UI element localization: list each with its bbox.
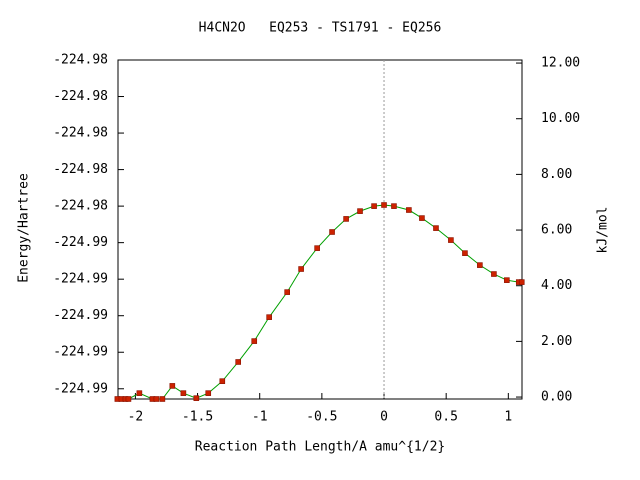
point: [462, 250, 468, 256]
y-tick-label: -224.99: [53, 272, 108, 287]
point: [343, 216, 349, 222]
x-tick-label: 0.5: [434, 410, 457, 425]
y-tick-label: -224.99: [53, 235, 108, 250]
point: [419, 215, 425, 221]
y-tick-label: -224.98: [53, 162, 108, 177]
y2-tick-label: 0.00: [541, 390, 572, 405]
y-tick-label: -224.99: [53, 308, 108, 323]
point: [357, 208, 363, 214]
point: [314, 245, 320, 251]
point: [266, 314, 272, 320]
y-tick-label: -224.98: [53, 126, 108, 141]
point: [251, 338, 258, 344]
point: [406, 207, 412, 213]
point: [448, 237, 454, 243]
y-axis-label: Energy/Hartree: [17, 173, 32, 283]
point: [205, 390, 212, 396]
y2-tick-label: 4.00: [541, 278, 572, 293]
chart-title: H4CN2O EQ253 - TS1791 - EQ256: [199, 21, 442, 36]
x-tick-label: 0: [380, 410, 388, 425]
x-tick-label: -0.5: [306, 410, 337, 425]
point: [284, 289, 290, 295]
point: [169, 383, 176, 389]
point: [180, 390, 187, 396]
point: [518, 279, 525, 285]
y-tick-label: -224.98: [53, 89, 108, 104]
y-tick-label: -224.98: [53, 53, 108, 68]
point: [125, 396, 132, 402]
y2-tick-label: 8.00: [541, 167, 572, 182]
plot-frame: [117, 59, 523, 400]
point: [329, 229, 335, 235]
point: [159, 396, 166, 402]
y2-tick-label: 2.00: [541, 334, 572, 349]
point: [381, 202, 387, 208]
y-tick-label: -224.99: [53, 381, 108, 396]
x-tick-label: -2: [128, 410, 144, 425]
point: [153, 396, 160, 402]
point: [235, 359, 242, 365]
point: [298, 266, 304, 272]
y-tick-label: -224.98: [53, 199, 108, 214]
point: [193, 395, 200, 401]
point: [477, 262, 483, 268]
point: [491, 271, 497, 277]
point: [136, 390, 143, 396]
y2-tick-label: 12.00: [541, 56, 580, 71]
y-tick-label: -224.99: [53, 345, 108, 360]
point: [371, 203, 377, 209]
x-tick-label: -1: [252, 410, 268, 425]
y2-tick-label: 6.00: [541, 223, 572, 238]
x-tick-label: -1.5: [182, 410, 213, 425]
y2-axis-label: kJ/mol: [596, 207, 611, 254]
point: [433, 225, 439, 231]
point: [504, 277, 510, 283]
x-tick-label: 1: [504, 410, 512, 425]
point: [391, 203, 397, 209]
x-axis-label: Reaction Path Length/A amu^{1/2}: [195, 440, 445, 455]
point: [219, 378, 226, 384]
y2-tick-label: 10.00: [541, 111, 580, 126]
